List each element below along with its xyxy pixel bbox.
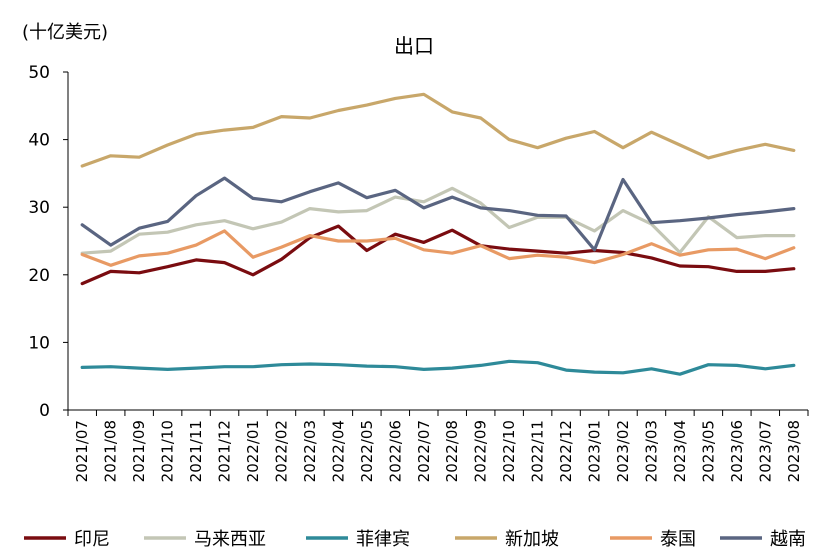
y-tick-label: 30 (28, 198, 50, 218)
series-line-3 (80, 92, 796, 168)
legend-label: 马来西亚 (194, 529, 266, 550)
y-tick-label: 40 (28, 131, 50, 151)
chart-title: 出口 (394, 34, 434, 58)
y-tick-label: 0 (39, 401, 50, 421)
x-tick-label: 2022/02 (272, 420, 290, 482)
y-axis-unit-label: (十亿美元) (22, 22, 108, 43)
x-tick-label: 2022/04 (329, 420, 347, 482)
x-tick-label: 2022/08 (443, 420, 461, 482)
y-tick-label: 50 (28, 63, 50, 83)
series-line-0 (80, 224, 796, 286)
x-tick-label: 2023/04 (671, 420, 689, 482)
x-tick-label: 2022/03 (301, 420, 319, 482)
x-tick-label: 2021/08 (102, 420, 120, 482)
series-lines (80, 92, 796, 376)
legend: 印尼 马来西亚 菲律宾 新加坡 泰国 越南 (24, 529, 806, 550)
x-tick-label: 2022/12 (557, 420, 575, 482)
series-line-1 (80, 186, 796, 255)
x-tick-label: 2023/05 (699, 420, 717, 482)
legend-label: 越南 (770, 529, 806, 550)
axes: 0 10 20 30 40 50 2021/07 2021/08 2021/09 2021/10 2… (28, 63, 809, 482)
legend-label: 泰国 (660, 529, 696, 550)
x-tick-label: 2023/06 (728, 420, 746, 482)
legend-label: 印尼 (74, 529, 110, 550)
y-tick-label: 10 (28, 333, 50, 353)
legend-label: 菲律宾 (356, 529, 410, 550)
x-tick-label: 2022/09 (472, 420, 490, 482)
x-tick-label: 2021/11 (187, 420, 205, 482)
x-tick-label: 2023/03 (642, 420, 660, 482)
series-line-5 (80, 176, 796, 252)
x-tick-label: 2022/06 (386, 420, 404, 482)
series-line-4 (80, 229, 796, 267)
x-tick-label: 2023/07 (756, 420, 774, 482)
x-tick-label: 2022/07 (415, 420, 433, 482)
x-tick-label: 2021/09 (130, 420, 148, 482)
x-tick-label: 2021/10 (159, 420, 177, 482)
legend-label: 新加坡 (505, 529, 559, 550)
y-tick-label: 20 (28, 266, 50, 286)
x-tick-label: 2021/07 (73, 420, 91, 482)
series-line-2 (80, 359, 796, 376)
x-tick-label: 2023/08 (785, 420, 803, 482)
x-tick-label: 2023/01 (586, 420, 604, 482)
x-tick-label: 2022/10 (500, 420, 518, 482)
x-tick-label: 2021/12 (216, 420, 234, 482)
x-tick-label: 2022/11 (529, 420, 547, 482)
x-tick-label: 2023/02 (614, 420, 632, 482)
x-tick-label: 2022/05 (358, 420, 376, 482)
x-tick-label: 2022/01 (244, 420, 262, 482)
